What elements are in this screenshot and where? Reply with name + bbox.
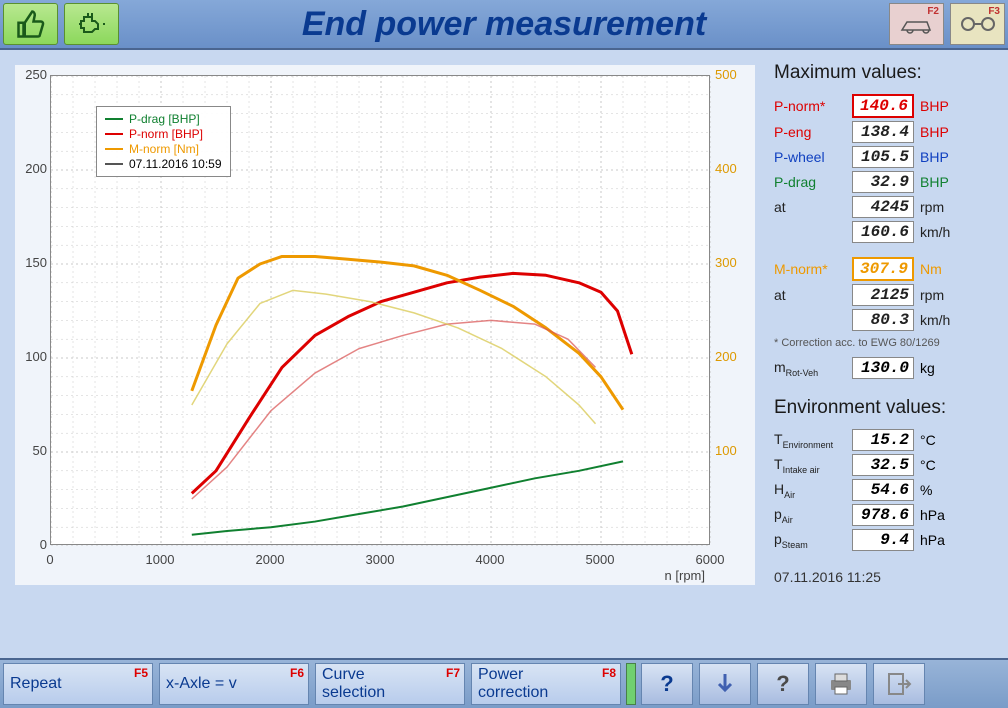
bottom-toolbar: F5 Repeat F6 x-Axle = v F7 Curve selecti… [0, 658, 1008, 708]
thumbs-up-icon [16, 9, 46, 39]
value-row: at 2125 rpm [774, 284, 1000, 306]
value-row: M-norm* 307.9 Nm [774, 257, 1000, 281]
env-row: HAir 54.6 % [774, 479, 1000, 501]
x-tick: 5000 [586, 552, 615, 567]
exit-button[interactable] [873, 663, 925, 705]
main-area: 0 50 100 150 200 250 100 200 300 400 500 P-drag [… [0, 50, 1008, 658]
top-toolbar: End power measurement F2 F3 [0, 0, 1008, 50]
value-row: P-wheel 105.5 BHP [774, 146, 1000, 168]
value-field: 160.6 [852, 221, 914, 243]
vehicle-button[interactable]: F2 [889, 3, 944, 45]
mrot-row: mRot-Veh 130.0 kg [774, 357, 1000, 379]
y2-tick: 500 [715, 67, 755, 82]
value-field: 2125 [852, 284, 914, 306]
chart-legend: P-drag [BHP]P-norm [BHP]M-norm [Nm]07.11… [96, 106, 231, 177]
x-tick: 6000 [696, 552, 725, 567]
chart-area: 0 50 100 150 200 250 100 200 300 400 500 P-drag [… [0, 50, 770, 658]
env-row: TIntake air 32.5 °C [774, 454, 1000, 476]
x-tick: 0 [46, 552, 53, 567]
env-row: pAir 978.6 hPa [774, 504, 1000, 526]
legend-item: P-drag [BHP] [105, 112, 222, 126]
exit-icon [886, 671, 912, 697]
engine-icon [77, 11, 107, 37]
y-tick: 150 [15, 255, 47, 270]
chart-container: 0 50 100 150 200 250 100 200 300 400 500 P-drag [… [15, 65, 755, 585]
y2-tick: 400 [715, 161, 755, 176]
x-axis-label: n [rpm] [665, 568, 705, 583]
help-button[interactable]: ? [641, 663, 693, 705]
y-tick: 50 [15, 443, 47, 458]
axle-button[interactable]: F3 [950, 3, 1005, 45]
print-icon [827, 671, 855, 697]
y-tick: 100 [15, 349, 47, 364]
x-axle = v-button[interactable]: F6 x-Axle = v [159, 663, 309, 705]
value-row: 80.3 km/h [774, 309, 1000, 331]
environment-heading: Environment values: [774, 397, 1000, 419]
chart-plot: P-drag [BHP]P-norm [BHP]M-norm [Nm]07.11… [50, 75, 710, 545]
y2-tick: 100 [715, 443, 755, 458]
x-tick: 1000 [146, 552, 175, 567]
down-arrow-icon [713, 670, 737, 698]
env-value: 978.6 [852, 504, 914, 526]
status-indicator [626, 663, 636, 705]
down-button[interactable] [699, 663, 751, 705]
legend-item: P-norm [BHP] [105, 127, 222, 141]
power correction-button[interactable]: F8 Power correction [471, 663, 621, 705]
page-title: End power measurement [122, 0, 886, 48]
value-row: P-norm* 140.6 BHP [774, 94, 1000, 118]
value-field: 307.9 [852, 257, 914, 281]
value-row: 160.6 km/h [774, 221, 1000, 243]
x-tick: 4000 [476, 552, 505, 567]
info-button[interactable]: ? [757, 663, 809, 705]
value-field: 138.4 [852, 121, 914, 143]
value-row: P-drag 32.9 BHP [774, 171, 1000, 193]
repeat-button[interactable]: F5 Repeat [3, 663, 153, 705]
y-tick: 250 [15, 67, 47, 82]
timestamp: 07.11.2016 11:25 [774, 569, 1000, 585]
y2-tick: 200 [715, 349, 755, 364]
value-field: 32.9 [852, 171, 914, 193]
mrot-value: 130.0 [852, 357, 914, 379]
y-tick: 200 [15, 161, 47, 176]
axle-icon [958, 14, 998, 34]
engine-button[interactable] [64, 3, 119, 45]
env-value: 32.5 [852, 454, 914, 476]
env-value: 54.6 [852, 479, 914, 501]
x-tick: 2000 [256, 552, 285, 567]
y2-tick: 300 [715, 255, 755, 270]
print-button[interactable] [815, 663, 867, 705]
curve selection-button[interactable]: F7 Curve selection [315, 663, 465, 705]
legend-item: M-norm [Nm] [105, 142, 222, 156]
value-field: 105.5 [852, 146, 914, 168]
correction-note: * Correction acc. to EWG 80/1269 [774, 337, 1000, 349]
value-field: 4245 [852, 196, 914, 218]
legend-date: 07.11.2016 10:59 [105, 157, 222, 171]
env-row: pSteam 9.4 hPa [774, 529, 1000, 551]
x-tick: 3000 [366, 552, 395, 567]
value-field: 140.6 [852, 94, 914, 118]
side-panel: Maximum values: P-norm* 140.6 BHP P-eng … [770, 50, 1008, 658]
env-row: TEnvironment 15.2 °C [774, 429, 1000, 451]
thumbs-up-button[interactable] [3, 3, 58, 45]
value-row: P-eng 138.4 BHP [774, 121, 1000, 143]
value-row: at 4245 rpm [774, 196, 1000, 218]
value-field: 80.3 [852, 309, 914, 331]
y-tick: 0 [15, 537, 47, 552]
env-value: 15.2 [852, 429, 914, 451]
maximum-heading: Maximum values: [774, 62, 1000, 84]
env-value: 9.4 [852, 529, 914, 551]
